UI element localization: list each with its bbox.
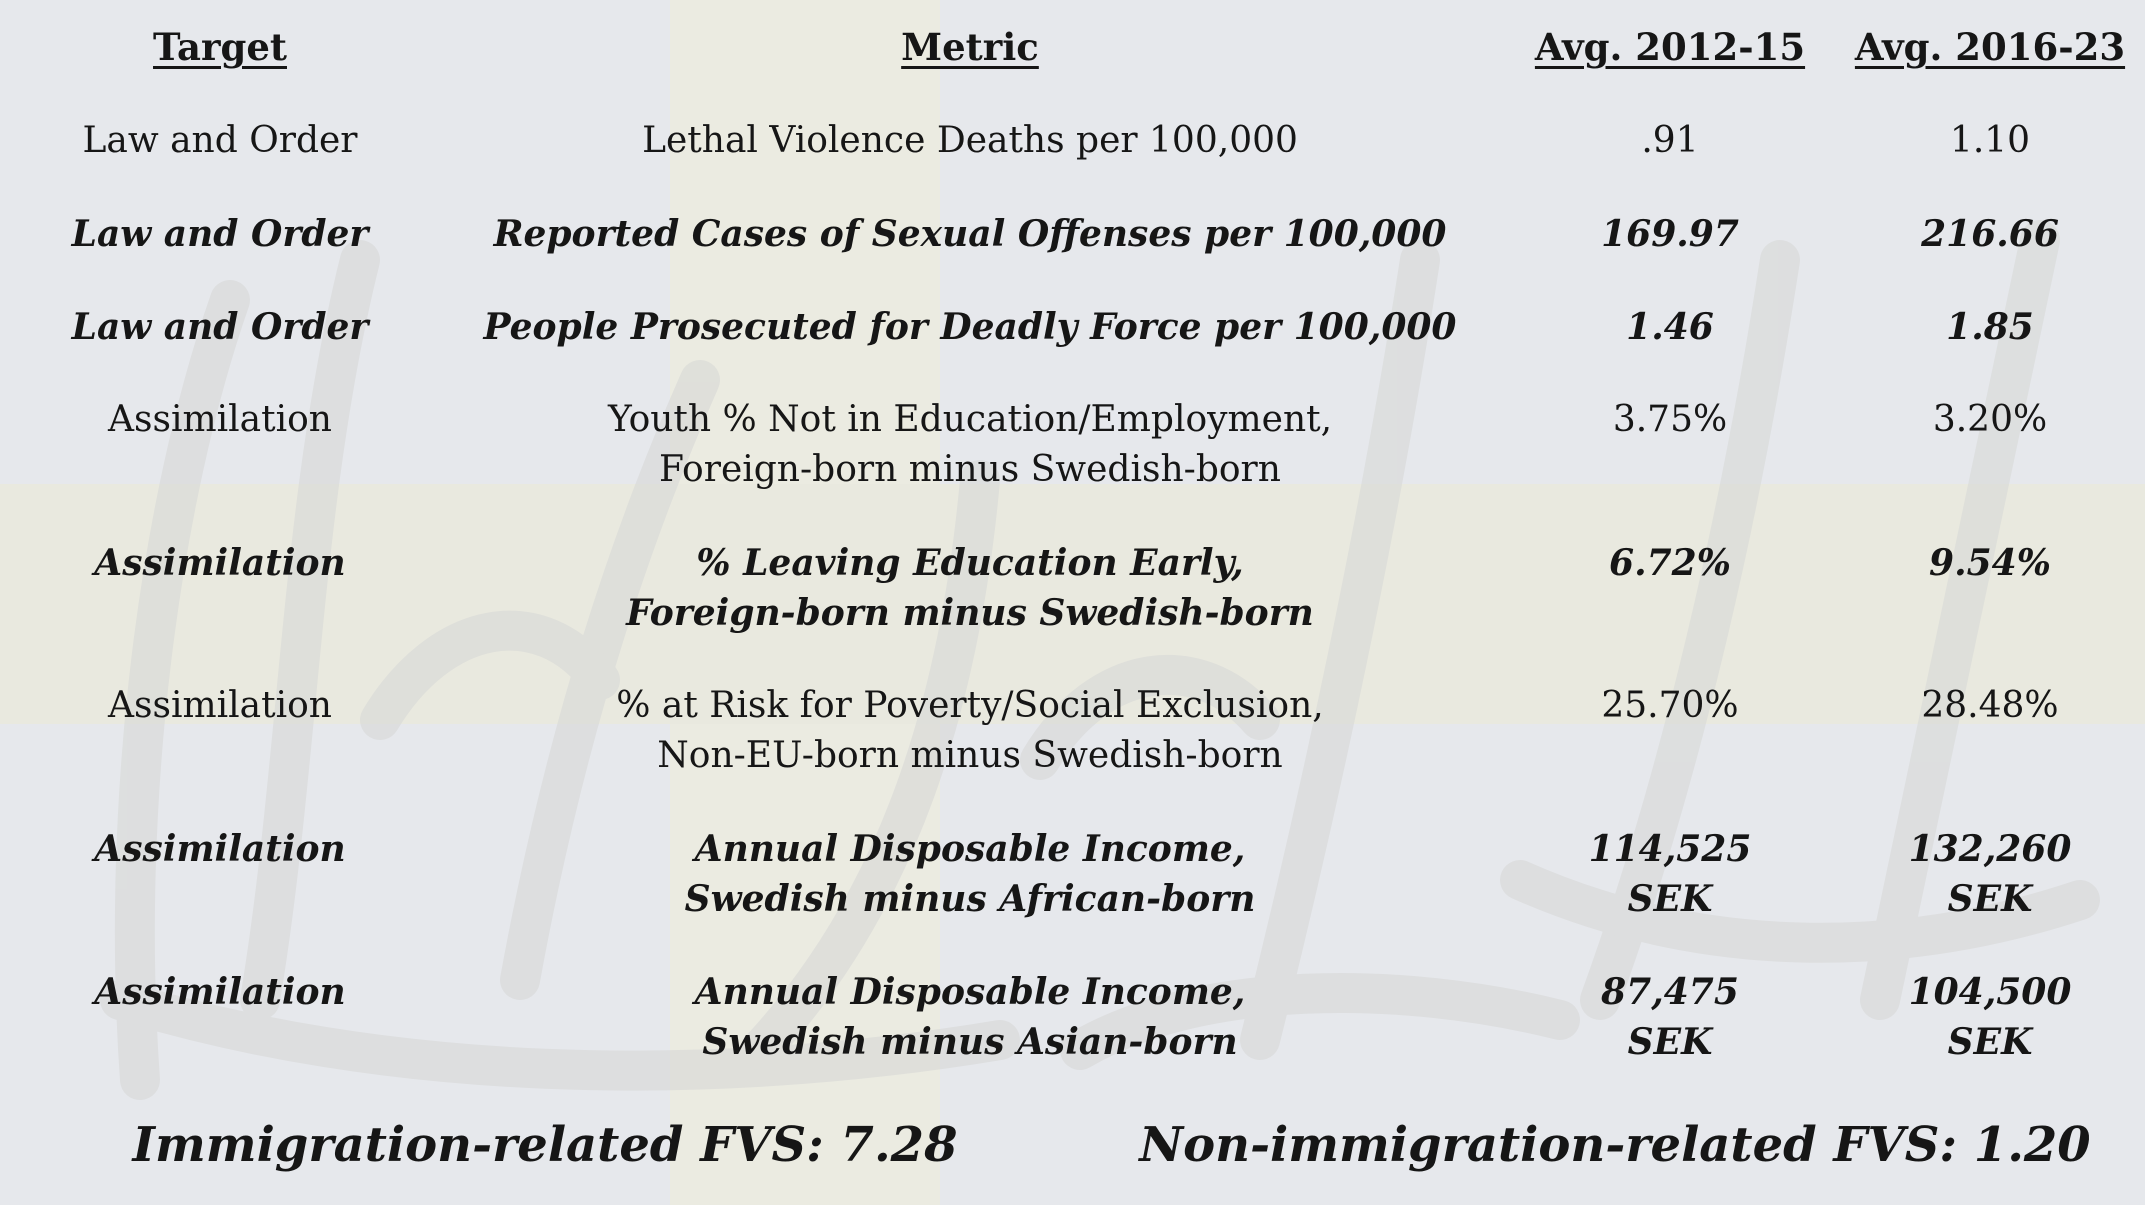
- row-6-avg-2012-15: 25.70%: [1601, 685, 1739, 726]
- row-8-avg-2016-23-value: 104,500: [1908, 971, 2072, 1013]
- row-5-metric-line-1: % Leaving Education Early,: [696, 542, 1244, 584]
- row-4-metric-line-1: Youth % Not in Education/Employment,: [607, 399, 1333, 440]
- row-7-avg-2016-23-unit: SEK: [1947, 878, 2033, 920]
- row-3-target: Law and Order: [71, 306, 369, 348]
- row-1-avg-2012-15: .91: [1641, 120, 1699, 161]
- row-5-avg-2012-15: 6.72%: [1609, 542, 1731, 584]
- header-metric: Metric: [901, 25, 1039, 69]
- row-5-avg-2016-23: 9.54%: [1929, 542, 2051, 584]
- row-6-target: Assimilation: [108, 685, 332, 726]
- row-7-avg-2012-15-unit: SEK: [1627, 878, 1713, 920]
- header-avg-2016-23: Avg. 2016-23: [1854, 25, 2126, 69]
- header-target: Target: [153, 25, 287, 69]
- row-5-metric-line-2: Foreign-born minus Swedish-born: [626, 592, 1314, 634]
- row-3-avg-2012-15: 1.46: [1626, 306, 1714, 348]
- row-6-metric-line-2: Non-EU-born minus Swedish-born: [657, 735, 1283, 776]
- row-1-target: Law and Order: [82, 120, 358, 161]
- row-6-metric-line-1: % at Risk for Poverty/Social Exclusion,: [616, 685, 1324, 726]
- row-2-target: Law and Order: [71, 213, 369, 255]
- row-2-metric: Reported Cases of Sexual Offenses per 10…: [493, 213, 1447, 255]
- row-7-metric-line-1: Annual Disposable Income,: [694, 828, 1246, 870]
- row-2-avg-2012-15: 169.97: [1601, 213, 1739, 255]
- row-8-target: Assimilation: [94, 971, 346, 1013]
- footer-non-immigration-fvs: Non-immigration-related FVS: 1.20: [1139, 1117, 2091, 1173]
- row-4-avg-2012-15: 3.75%: [1612, 399, 1728, 440]
- row-8-avg-2012-15-value: 87,475: [1601, 971, 1739, 1013]
- background-cross-horizontal: [0, 484, 2145, 724]
- row-7-target: Assimilation: [94, 828, 346, 870]
- row-4-avg-2016-23: 3.20%: [1932, 399, 2048, 440]
- row-1-metric: Lethal Violence Deaths per 100,000: [642, 120, 1298, 161]
- footer-immigration-fvs: Immigration-related FVS: 7.28: [132, 1117, 958, 1173]
- row-7-metric-line-2: Swedish minus African-born: [684, 878, 1256, 920]
- row-3-metric: People Prosecuted for Deadly Force per 1…: [483, 306, 1457, 348]
- header-avg-2012-15: Avg. 2012-15: [1534, 25, 1806, 69]
- row-5-target: Assimilation: [94, 542, 346, 584]
- row-3-avg-2016-23: 1.85: [1946, 306, 2034, 348]
- row-7-avg-2016-23-value: 132,260: [1908, 828, 2072, 870]
- row-2-avg-2016-23: 216.66: [1921, 213, 2059, 255]
- row-6-avg-2016-23: 28.48%: [1921, 685, 2059, 726]
- row-1-avg-2016-23: 1.10: [1949, 120, 2031, 161]
- row-4-metric-line-2: Foreign-born minus Swedish-born: [659, 449, 1281, 490]
- row-7-avg-2012-15-value: 114,525: [1588, 828, 1752, 870]
- row-8-avg-2012-15-unit: SEK: [1627, 1021, 1713, 1063]
- row-8-metric-line-2: Swedish minus Asian-born: [702, 1021, 1238, 1063]
- row-4-target: Assimilation: [108, 399, 332, 440]
- row-8-avg-2016-23-unit: SEK: [1947, 1021, 2033, 1063]
- row-8-metric-line-1: Annual Disposable Income,: [694, 971, 1246, 1013]
